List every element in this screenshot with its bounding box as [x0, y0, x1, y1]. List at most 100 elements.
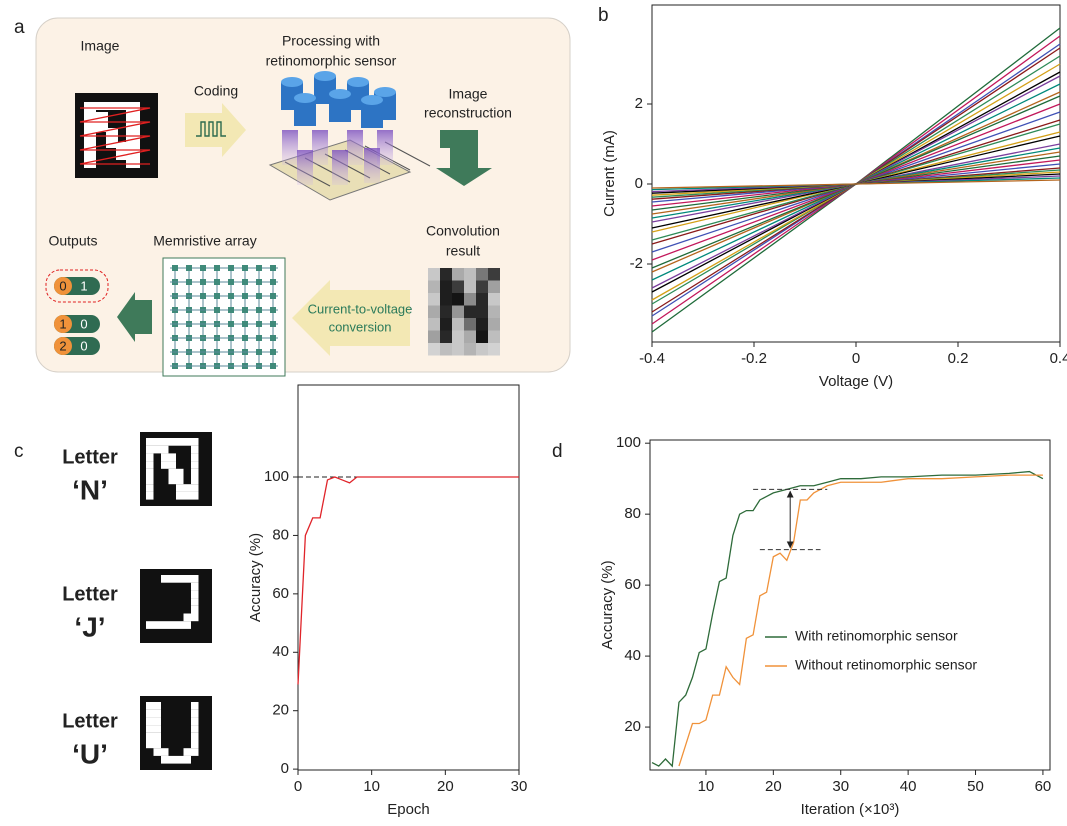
pixel: [464, 268, 476, 281]
plot-frame: [650, 440, 1050, 770]
letter-pixel: [176, 477, 184, 485]
letter-pixel: [191, 606, 199, 614]
data-line: [652, 76, 1060, 288]
letter-pixel: [169, 461, 177, 469]
cell: [270, 363, 276, 369]
output-value: 0: [80, 316, 87, 331]
x-tick-label: 30: [511, 778, 528, 795]
letter-pixel: [146, 702, 154, 710]
letter-pixel: [184, 438, 192, 446]
y-axis-label: Current (mA): [601, 130, 618, 217]
label: Processing with: [282, 33, 380, 49]
label: Image: [81, 38, 120, 54]
pixel: [452, 268, 464, 281]
data-line: [652, 104, 1060, 260]
cell: [242, 307, 248, 313]
letter-pixel: [191, 725, 199, 733]
cell: [228, 293, 234, 299]
pixel: [476, 281, 488, 294]
pixel: [464, 331, 476, 344]
letter-pixel: [184, 748, 192, 756]
letter-pixel: [191, 438, 199, 446]
panel-label: d: [552, 441, 563, 462]
y-tick-label: -2: [630, 255, 643, 272]
label: Current-to-voltage: [308, 301, 413, 316]
cell: [200, 279, 206, 285]
pixel: [452, 306, 464, 319]
cell: [186, 279, 192, 285]
output-value: 1: [80, 278, 87, 293]
letter-pixel: [146, 461, 154, 469]
plot-frame: [652, 5, 1060, 342]
letter-pixel: [146, 469, 154, 477]
pixel: [428, 343, 440, 356]
cell: [228, 279, 234, 285]
y-tick-label: 2: [635, 95, 643, 112]
letter-pixel: [154, 710, 162, 718]
x-tick-label: -0.2: [741, 350, 767, 367]
letter-char: ‘J’: [74, 611, 105, 642]
x-tick-label: 0: [294, 778, 302, 795]
cell: [228, 307, 234, 313]
cell: [270, 349, 276, 355]
letter-pixel: [154, 748, 162, 756]
letter-pixel: [154, 741, 162, 749]
letter-pixel: [161, 461, 169, 469]
pixel: [488, 281, 500, 294]
pixel: [452, 331, 464, 344]
letter-pixel: [169, 438, 177, 446]
data-line: [679, 475, 1043, 766]
letter-pixel: [191, 748, 199, 756]
letter-pixel: [176, 621, 184, 629]
letter-pixel: [146, 733, 154, 741]
cell: [256, 321, 262, 327]
pixel: [488, 318, 500, 331]
cell: [214, 279, 220, 285]
pixel: [440, 306, 452, 319]
cell: [242, 321, 248, 327]
letter-pixel: [191, 453, 199, 461]
letter-pixel: [154, 702, 162, 710]
pixel: [488, 268, 500, 281]
outputs: 011020: [54, 277, 100, 355]
pillar-top: [294, 93, 316, 103]
pixel: [440, 293, 452, 306]
pixel: [440, 318, 452, 331]
panel-label: c: [14, 441, 24, 462]
letter-pixel: [191, 733, 199, 741]
letter-pixel: [146, 710, 154, 718]
data-line: [652, 152, 1060, 214]
cell: [228, 321, 234, 327]
y-tick-label: 60: [272, 585, 289, 602]
letter-word: Letter: [62, 710, 118, 732]
pixel: [476, 268, 488, 281]
y-tick-label: 60: [624, 576, 641, 593]
letter-pixel: [191, 446, 199, 454]
letter-pixel: [191, 477, 199, 485]
x-axis-label: Epoch: [387, 801, 430, 818]
letter-pixel: [146, 717, 154, 725]
pixel: [440, 331, 452, 344]
y-tick-label: 40: [624, 647, 641, 664]
pixel: [476, 331, 488, 344]
cell: [186, 265, 192, 271]
letter-pixel: [191, 590, 199, 598]
pixel: [428, 293, 440, 306]
letter-pixel: [191, 484, 199, 492]
letter-pixel: [161, 575, 169, 583]
data-line: [652, 132, 1060, 232]
label: Convolution: [426, 223, 500, 239]
cell: [256, 279, 262, 285]
panel-label: b: [598, 5, 609, 26]
letter-pixel: [169, 621, 177, 629]
plot-frame: [298, 385, 519, 770]
letter-pixel: [184, 484, 192, 492]
letter-pixel: [161, 438, 169, 446]
letter-word: Letter: [62, 583, 118, 605]
cell: [200, 265, 206, 271]
pillar-top: [361, 95, 383, 105]
pixel: [464, 281, 476, 294]
beam: [282, 130, 298, 165]
pixel: [452, 293, 464, 306]
memristive-array: [163, 258, 285, 376]
